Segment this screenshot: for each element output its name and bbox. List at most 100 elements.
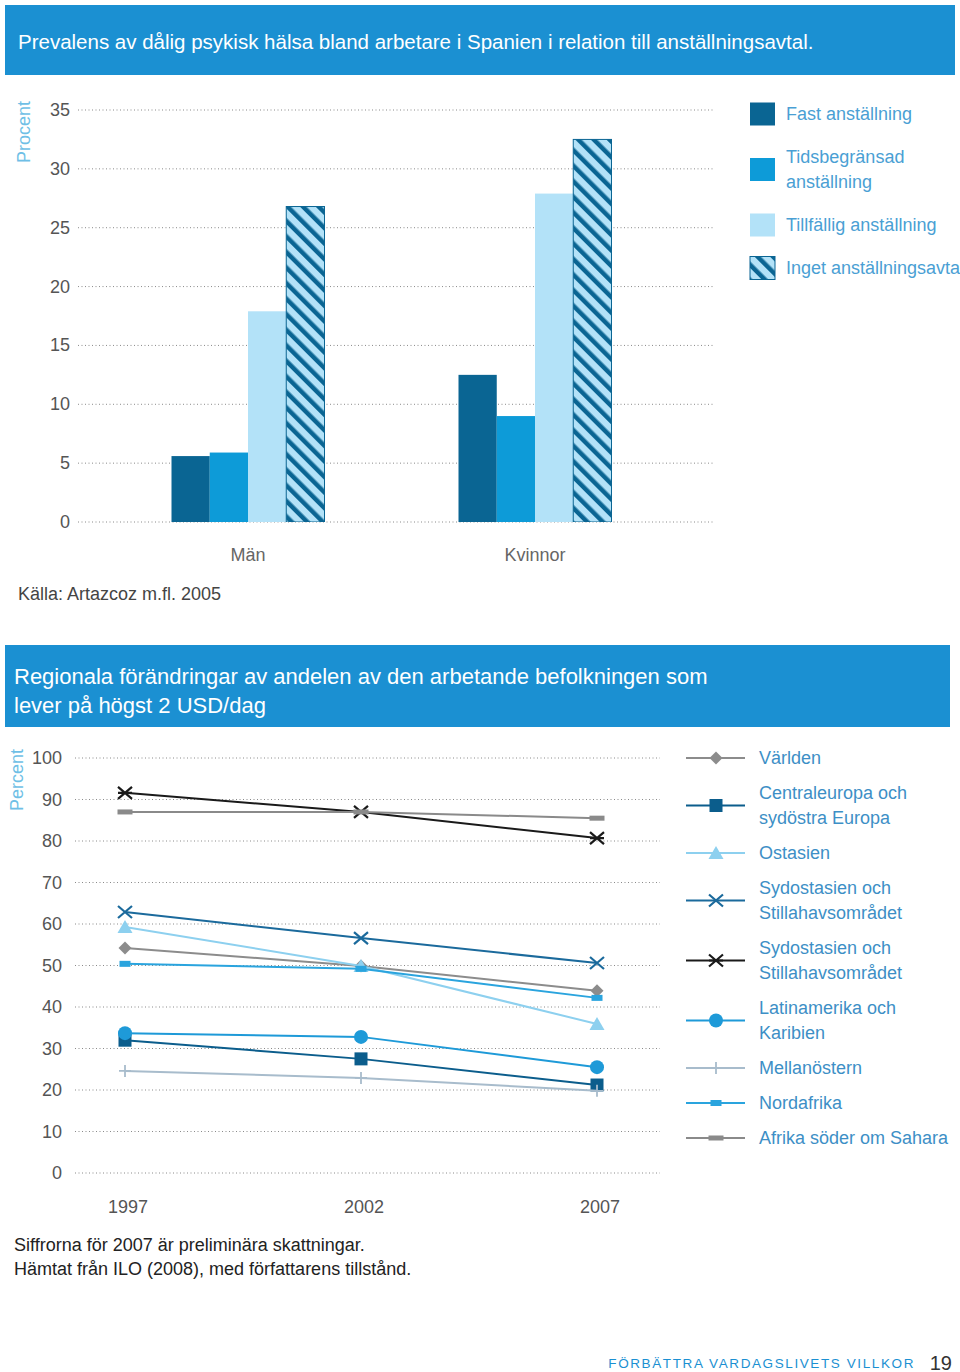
marker <box>354 809 369 814</box>
y-tick-label: 15 <box>50 335 70 355</box>
legend-label: Centraleuropa och sydöstra Europa <box>759 783 907 828</box>
legend-label: Fast anställning <box>786 104 912 124</box>
marker <box>592 995 603 1001</box>
marker <box>119 1065 131 1077</box>
y-tick-label: 90 <box>42 790 62 810</box>
legend-label: Mellanöstern <box>759 1058 862 1078</box>
grid-line <box>78 404 715 405</box>
grid-line <box>75 799 660 800</box>
marker <box>590 1017 605 1030</box>
series-line <box>125 1071 597 1091</box>
text-line: Centraleuropa och <box>759 783 907 803</box>
legend-label: Latinamerika ochKaribien <box>759 998 896 1043</box>
marker <box>590 957 604 969</box>
text-line: Stillahavsområdet <box>759 903 902 923</box>
source-note: Siffrorna för 2007 är preliminära skattn… <box>14 1235 365 1255</box>
text-line: Prevalens av dålig psykisk hälsa bland a… <box>18 30 813 53</box>
text-line: Inget anställningsavtal <box>786 258 960 278</box>
series-line <box>125 927 597 1024</box>
title-banner <box>5 645 950 727</box>
marker <box>356 966 367 972</box>
legend-label: Sydostasien och Stillahavsområdet <box>759 878 902 923</box>
y-tick-label: 25 <box>50 218 70 238</box>
page: Prevalens av dålig psykisk hälsa bland a… <box>0 0 960 1372</box>
text-line: Nordafrika <box>759 1093 843 1113</box>
marker <box>354 1030 368 1044</box>
series-line <box>125 948 597 991</box>
text-line: Mellanöstern <box>759 1058 862 1078</box>
series-group <box>118 787 605 1097</box>
marker <box>120 961 131 967</box>
text-line: Sydostasien och <box>759 878 891 898</box>
bars <box>172 139 612 522</box>
text-line: Karibien <box>759 1023 825 1043</box>
text-line: anställning <box>786 172 872 192</box>
series-line <box>125 964 597 998</box>
y-tick-label: 50 <box>42 956 62 976</box>
marker <box>591 1085 603 1097</box>
bar <box>286 207 324 522</box>
series-line <box>125 1040 597 1085</box>
bar-chart: Prevalens av dålig psykisk hälsa bland a… <box>5 5 960 604</box>
x-tick-label: 1997 <box>108 1197 148 1217</box>
marker <box>355 1072 367 1084</box>
marker <box>119 942 132 955</box>
y-axis-label: Percent <box>7 749 27 811</box>
x-tick-label: Män <box>230 545 265 565</box>
text-line: Ostasien <box>759 843 830 863</box>
y-tick-label: 30 <box>50 159 70 179</box>
grid-line <box>75 758 660 759</box>
legend-label: Världen <box>759 748 821 768</box>
legend-marker <box>709 1136 724 1141</box>
x-tick-label: 2007 <box>580 1197 620 1217</box>
text-line: Regionala förändringar av andelen av den… <box>14 664 708 689</box>
legend-label: Tidsbegränsad anställning <box>786 147 904 192</box>
marker <box>354 959 369 972</box>
grid-line <box>78 286 715 287</box>
chart-title: Regionala förändringar av andelen av den… <box>14 664 708 718</box>
grid-line <box>75 1173 660 1174</box>
y-tick-label: 20 <box>50 277 70 297</box>
marker <box>118 1026 132 1040</box>
y-tick-label: 35 <box>50 100 70 120</box>
legend-label: Sydostasien ochStillahavsområdet <box>759 938 902 983</box>
legend-label: Tillfällig anställning <box>786 215 936 235</box>
text-line: Afrika söder om Sahara <box>759 1128 949 1148</box>
y-axis-label: Procent <box>14 101 34 163</box>
legend-label: Ostasien <box>759 843 830 863</box>
bar <box>248 311 286 522</box>
marker <box>118 809 133 814</box>
legend-swatch <box>750 158 775 181</box>
series-line <box>125 912 597 963</box>
marker <box>354 932 368 944</box>
marker <box>590 816 605 821</box>
legend-swatch <box>750 103 775 126</box>
marker <box>354 806 368 818</box>
legend-marker <box>709 895 723 907</box>
legend-swatch <box>750 257 775 280</box>
source-note: Källa: Artazcoz m.fl. 2005 <box>18 584 221 604</box>
grid-line <box>78 168 715 169</box>
bar <box>459 375 497 522</box>
y-tick-label: 0 <box>60 512 70 532</box>
text-line: Världen <box>759 748 821 768</box>
text-line: sydöstra Europa <box>759 808 891 828</box>
marker <box>118 787 132 799</box>
y-tick-label: 40 <box>42 997 62 1017</box>
grid-line <box>75 1007 660 1008</box>
line-chart: Regionala förändringar av andelen av den… <box>5 645 950 1279</box>
y-tick-label: 10 <box>42 1122 62 1142</box>
legend-label: Inget anställningsavtal <box>786 258 960 278</box>
text-line: Tidsbegränsad <box>786 147 904 167</box>
y-tick-label: 20 <box>42 1080 62 1100</box>
marker <box>590 832 604 844</box>
legend-marker <box>711 1100 722 1106</box>
series-line <box>125 793 597 838</box>
grid-line <box>78 227 715 228</box>
legend-marker <box>710 752 723 765</box>
text-line: Sydostasien och <box>759 938 891 958</box>
bar <box>497 416 535 522</box>
x-tick-label: 2002 <box>344 1197 384 1217</box>
grid-line <box>78 110 715 111</box>
y-tick-label: 80 <box>42 831 62 851</box>
